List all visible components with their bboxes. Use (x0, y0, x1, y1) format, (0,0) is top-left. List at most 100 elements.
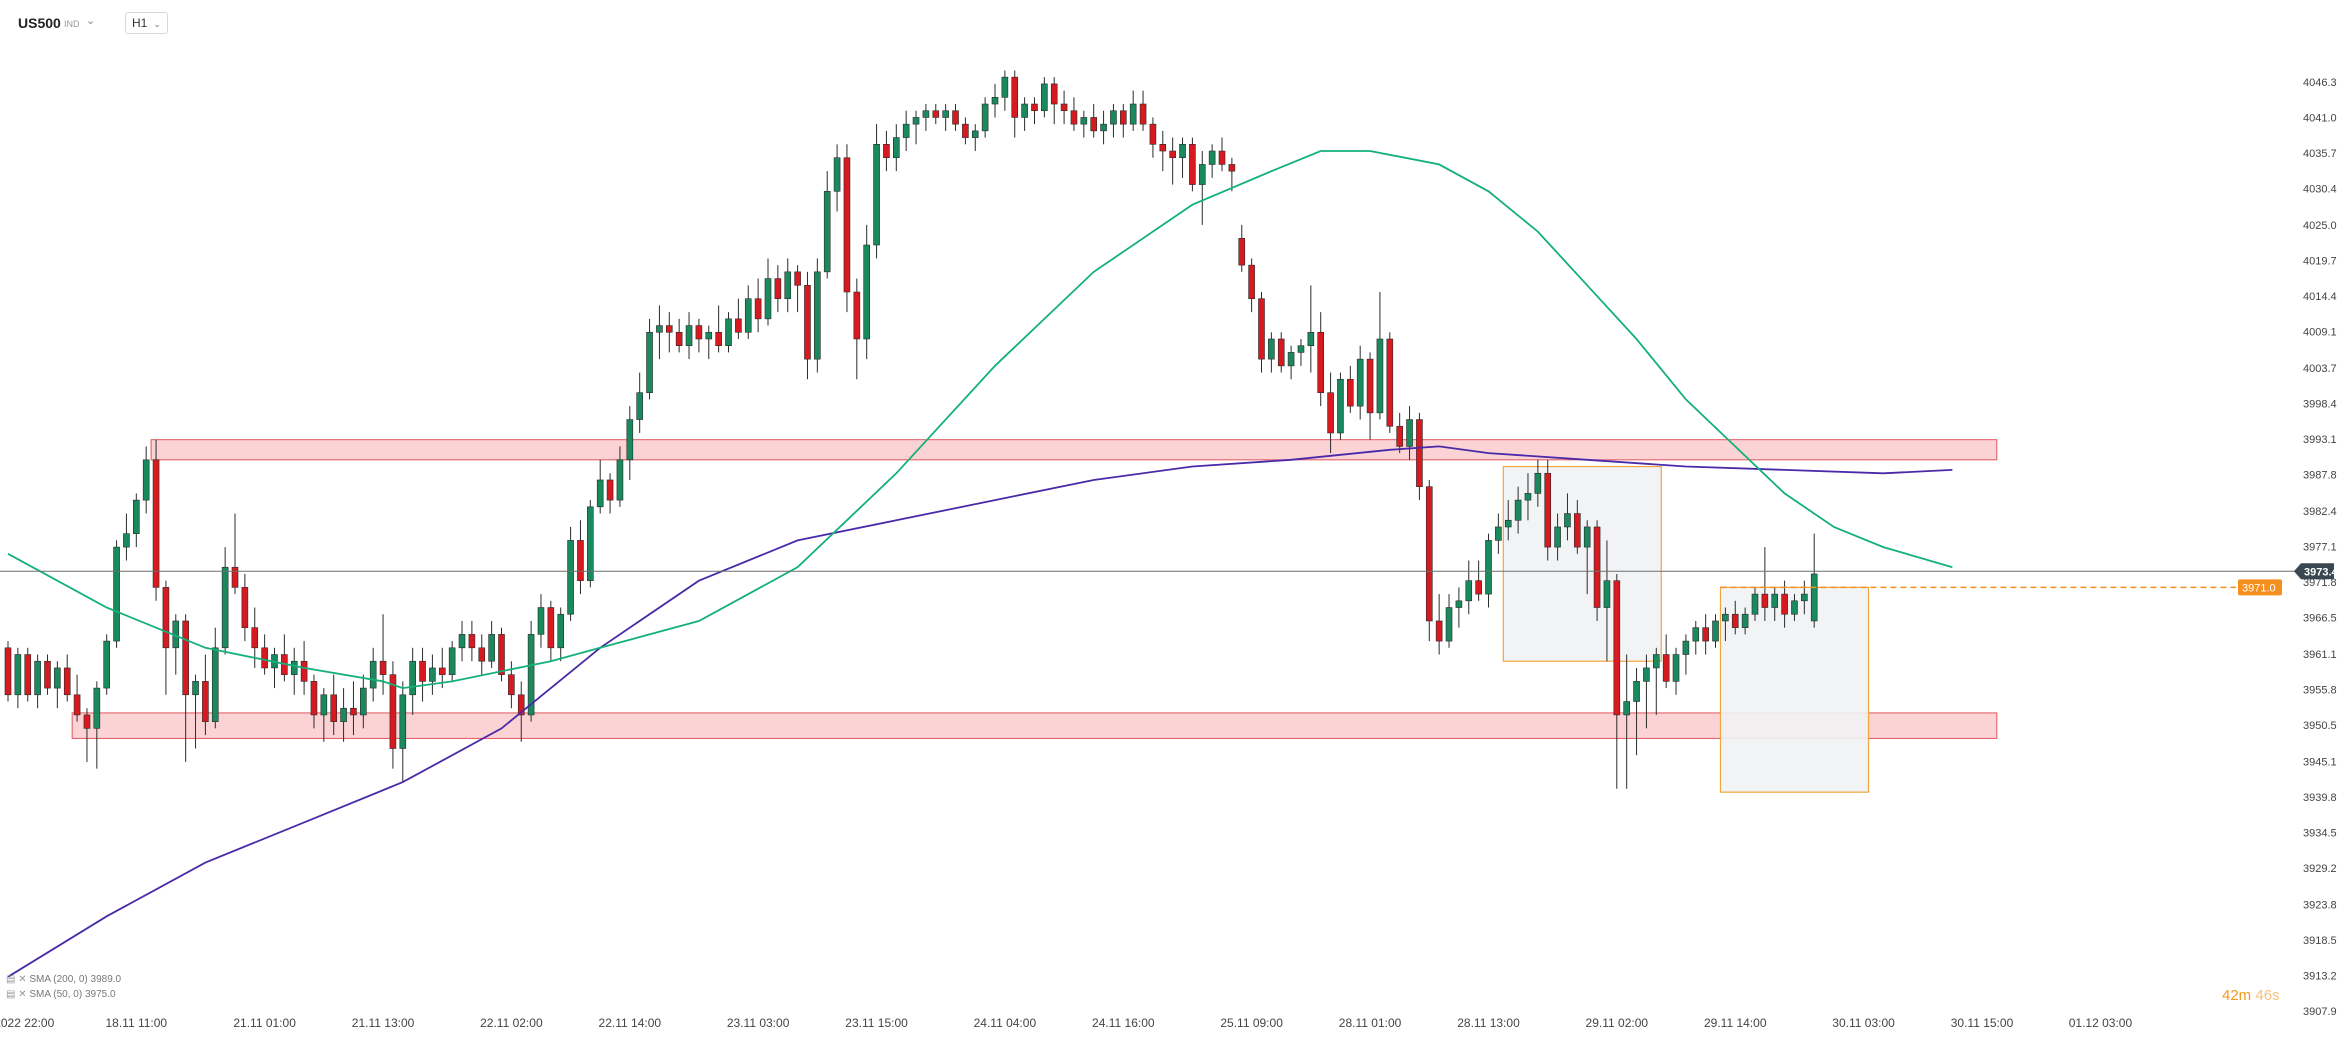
candle[interactable] (892, 137, 900, 159)
candle[interactable] (952, 110, 959, 125)
candle[interactable] (814, 271, 821, 360)
candle[interactable] (1564, 513, 1571, 528)
candle[interactable] (1722, 613, 1729, 622)
candle[interactable] (695, 325, 703, 340)
candle[interactable] (300, 660, 308, 682)
candle[interactable] (142, 459, 150, 501)
candle[interactable] (1120, 110, 1127, 125)
candle[interactable] (1801, 593, 1808, 602)
candle[interactable] (922, 110, 930, 118)
candle[interactable] (626, 419, 634, 461)
candle[interactable] (1495, 526, 1502, 541)
candle[interactable] (73, 694, 81, 716)
candle[interactable] (853, 291, 861, 340)
candle[interactable] (488, 634, 495, 662)
candle[interactable] (606, 479, 614, 501)
candle[interactable] (1751, 593, 1759, 615)
candle[interactable] (843, 157, 851, 293)
candle[interactable] (1376, 338, 1384, 414)
candle[interactable] (123, 533, 130, 548)
candle[interactable] (675, 331, 683, 347)
candle[interactable] (1287, 352, 1295, 367)
candle[interactable] (1386, 338, 1394, 427)
candle[interactable] (873, 144, 880, 246)
candle[interactable] (567, 540, 574, 615)
candle[interactable] (458, 634, 466, 649)
candle[interactable] (1504, 519, 1512, 528)
candle[interactable] (1465, 580, 1473, 602)
candle[interactable] (4, 647, 12, 696)
candle[interactable] (942, 110, 949, 118)
candle[interactable] (744, 298, 752, 333)
candle[interactable] (1712, 620, 1719, 642)
candle[interactable] (221, 566, 229, 649)
candle[interactable] (1702, 627, 1709, 642)
symbol-name[interactable]: US500 (18, 15, 61, 31)
candle[interactable] (1366, 358, 1374, 414)
candle[interactable] (774, 278, 782, 300)
candle[interactable] (1416, 419, 1423, 487)
candle[interactable] (202, 681, 209, 722)
candle[interactable] (764, 278, 772, 320)
candle[interactable] (389, 674, 397, 749)
candle[interactable] (1643, 667, 1650, 682)
candle[interactable] (54, 667, 61, 689)
candle[interactable] (152, 459, 160, 588)
candle[interactable] (1001, 76, 1009, 98)
candle[interactable] (1159, 144, 1167, 152)
candle[interactable] (1682, 640, 1690, 655)
candle[interactable] (1248, 264, 1255, 300)
candle[interactable] (241, 587, 249, 628)
candle[interactable] (399, 694, 407, 749)
order-level-badge[interactable] (2238, 579, 2282, 596)
candle[interactable] (44, 660, 51, 689)
candle[interactable] (1060, 103, 1068, 112)
candle[interactable] (1347, 378, 1354, 407)
candle[interactable] (577, 540, 584, 581)
candle[interactable] (981, 103, 989, 132)
candle[interactable] (616, 459, 624, 501)
candle[interactable] (468, 634, 476, 649)
candle[interactable] (547, 607, 555, 649)
candle[interactable] (330, 694, 338, 722)
candle[interactable] (478, 647, 486, 662)
candle[interactable] (1317, 331, 1325, 393)
candle[interactable] (646, 331, 653, 393)
candle[interactable] (34, 660, 41, 696)
candle[interactable] (962, 123, 969, 138)
candle[interactable] (1544, 472, 1552, 548)
candle[interactable] (1435, 620, 1443, 642)
candle[interactable] (508, 674, 515, 696)
candle[interactable] (211, 647, 219, 722)
candle[interactable] (1554, 526, 1561, 548)
candle[interactable] (1041, 83, 1048, 112)
sma200-line[interactable] (7, 445, 1953, 978)
timeframe-select[interactable]: H1 ⌄ (125, 12, 168, 34)
candle[interactable] (883, 144, 890, 159)
candle[interactable] (290, 660, 298, 675)
candle[interactable] (1228, 164, 1236, 172)
candle[interactable] (1761, 593, 1769, 608)
candle[interactable] (498, 634, 505, 675)
support-resistance-zone-2[interactable] (71, 712, 1998, 739)
candle[interactable] (1791, 600, 1798, 615)
candle[interactable] (1583, 526, 1591, 548)
candle[interactable] (863, 244, 870, 340)
candle[interactable] (735, 318, 742, 333)
candle[interactable] (517, 694, 525, 716)
candle[interactable] (103, 640, 110, 689)
candle[interactable] (320, 694, 328, 716)
candle[interactable] (1623, 701, 1630, 716)
candle[interactable] (1208, 150, 1216, 165)
candle[interactable] (162, 587, 170, 649)
candle[interactable] (1169, 150, 1176, 159)
candle[interactable] (133, 499, 140, 534)
candle[interactable] (527, 634, 535, 716)
candle[interactable] (192, 681, 199, 696)
candle[interactable] (448, 647, 456, 675)
candle[interactable] (182, 620, 189, 696)
candle[interactable] (1662, 654, 1670, 682)
candle[interactable] (1406, 419, 1413, 447)
candle[interactable] (1652, 654, 1660, 669)
candle[interactable] (1268, 338, 1275, 360)
